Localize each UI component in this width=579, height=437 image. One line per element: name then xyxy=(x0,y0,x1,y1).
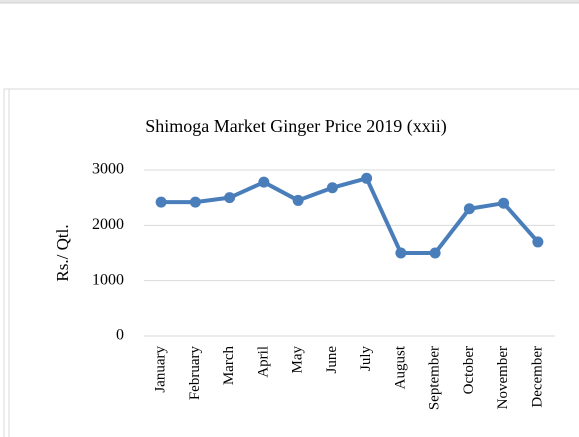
x-tick-label: November xyxy=(495,346,511,409)
y-axis-label: Rs./ Qtl. xyxy=(53,224,72,281)
chart-frame xyxy=(3,88,579,437)
data-point xyxy=(258,176,270,188)
data-point xyxy=(532,236,544,248)
x-tick-label: January xyxy=(153,346,169,393)
data-point xyxy=(224,192,236,204)
x-tick-label: June xyxy=(324,346,340,374)
y-tick-label: 2000 xyxy=(92,216,124,233)
data-point xyxy=(395,247,407,259)
series-line xyxy=(161,176,540,255)
data-point xyxy=(189,196,201,208)
data-point xyxy=(429,247,441,259)
data-point xyxy=(292,194,304,206)
x-tick-label: October xyxy=(461,346,477,394)
x-tick-label: April xyxy=(255,346,271,378)
data-point xyxy=(498,197,510,209)
x-tick-label: September xyxy=(427,346,443,410)
x-tick-label: March xyxy=(221,346,237,386)
data-point xyxy=(326,182,338,194)
x-tick-label: December xyxy=(529,346,545,408)
x-tick-label: August xyxy=(392,345,408,389)
y-tick-label: 1000 xyxy=(92,271,124,288)
x-tick-label: May xyxy=(290,346,306,374)
upper-frame-edge xyxy=(0,0,579,3)
data-point xyxy=(155,196,167,208)
data-point xyxy=(361,172,373,184)
y-tick-label: 0 xyxy=(116,327,124,344)
x-tick-label: February xyxy=(187,346,203,401)
y-tick-label: 3000 xyxy=(92,161,124,178)
x-tick-label: July xyxy=(358,346,374,372)
chart-title: Shimoga Market Ginger Price 2019 (xxii) xyxy=(145,116,446,137)
data-point xyxy=(463,203,475,215)
